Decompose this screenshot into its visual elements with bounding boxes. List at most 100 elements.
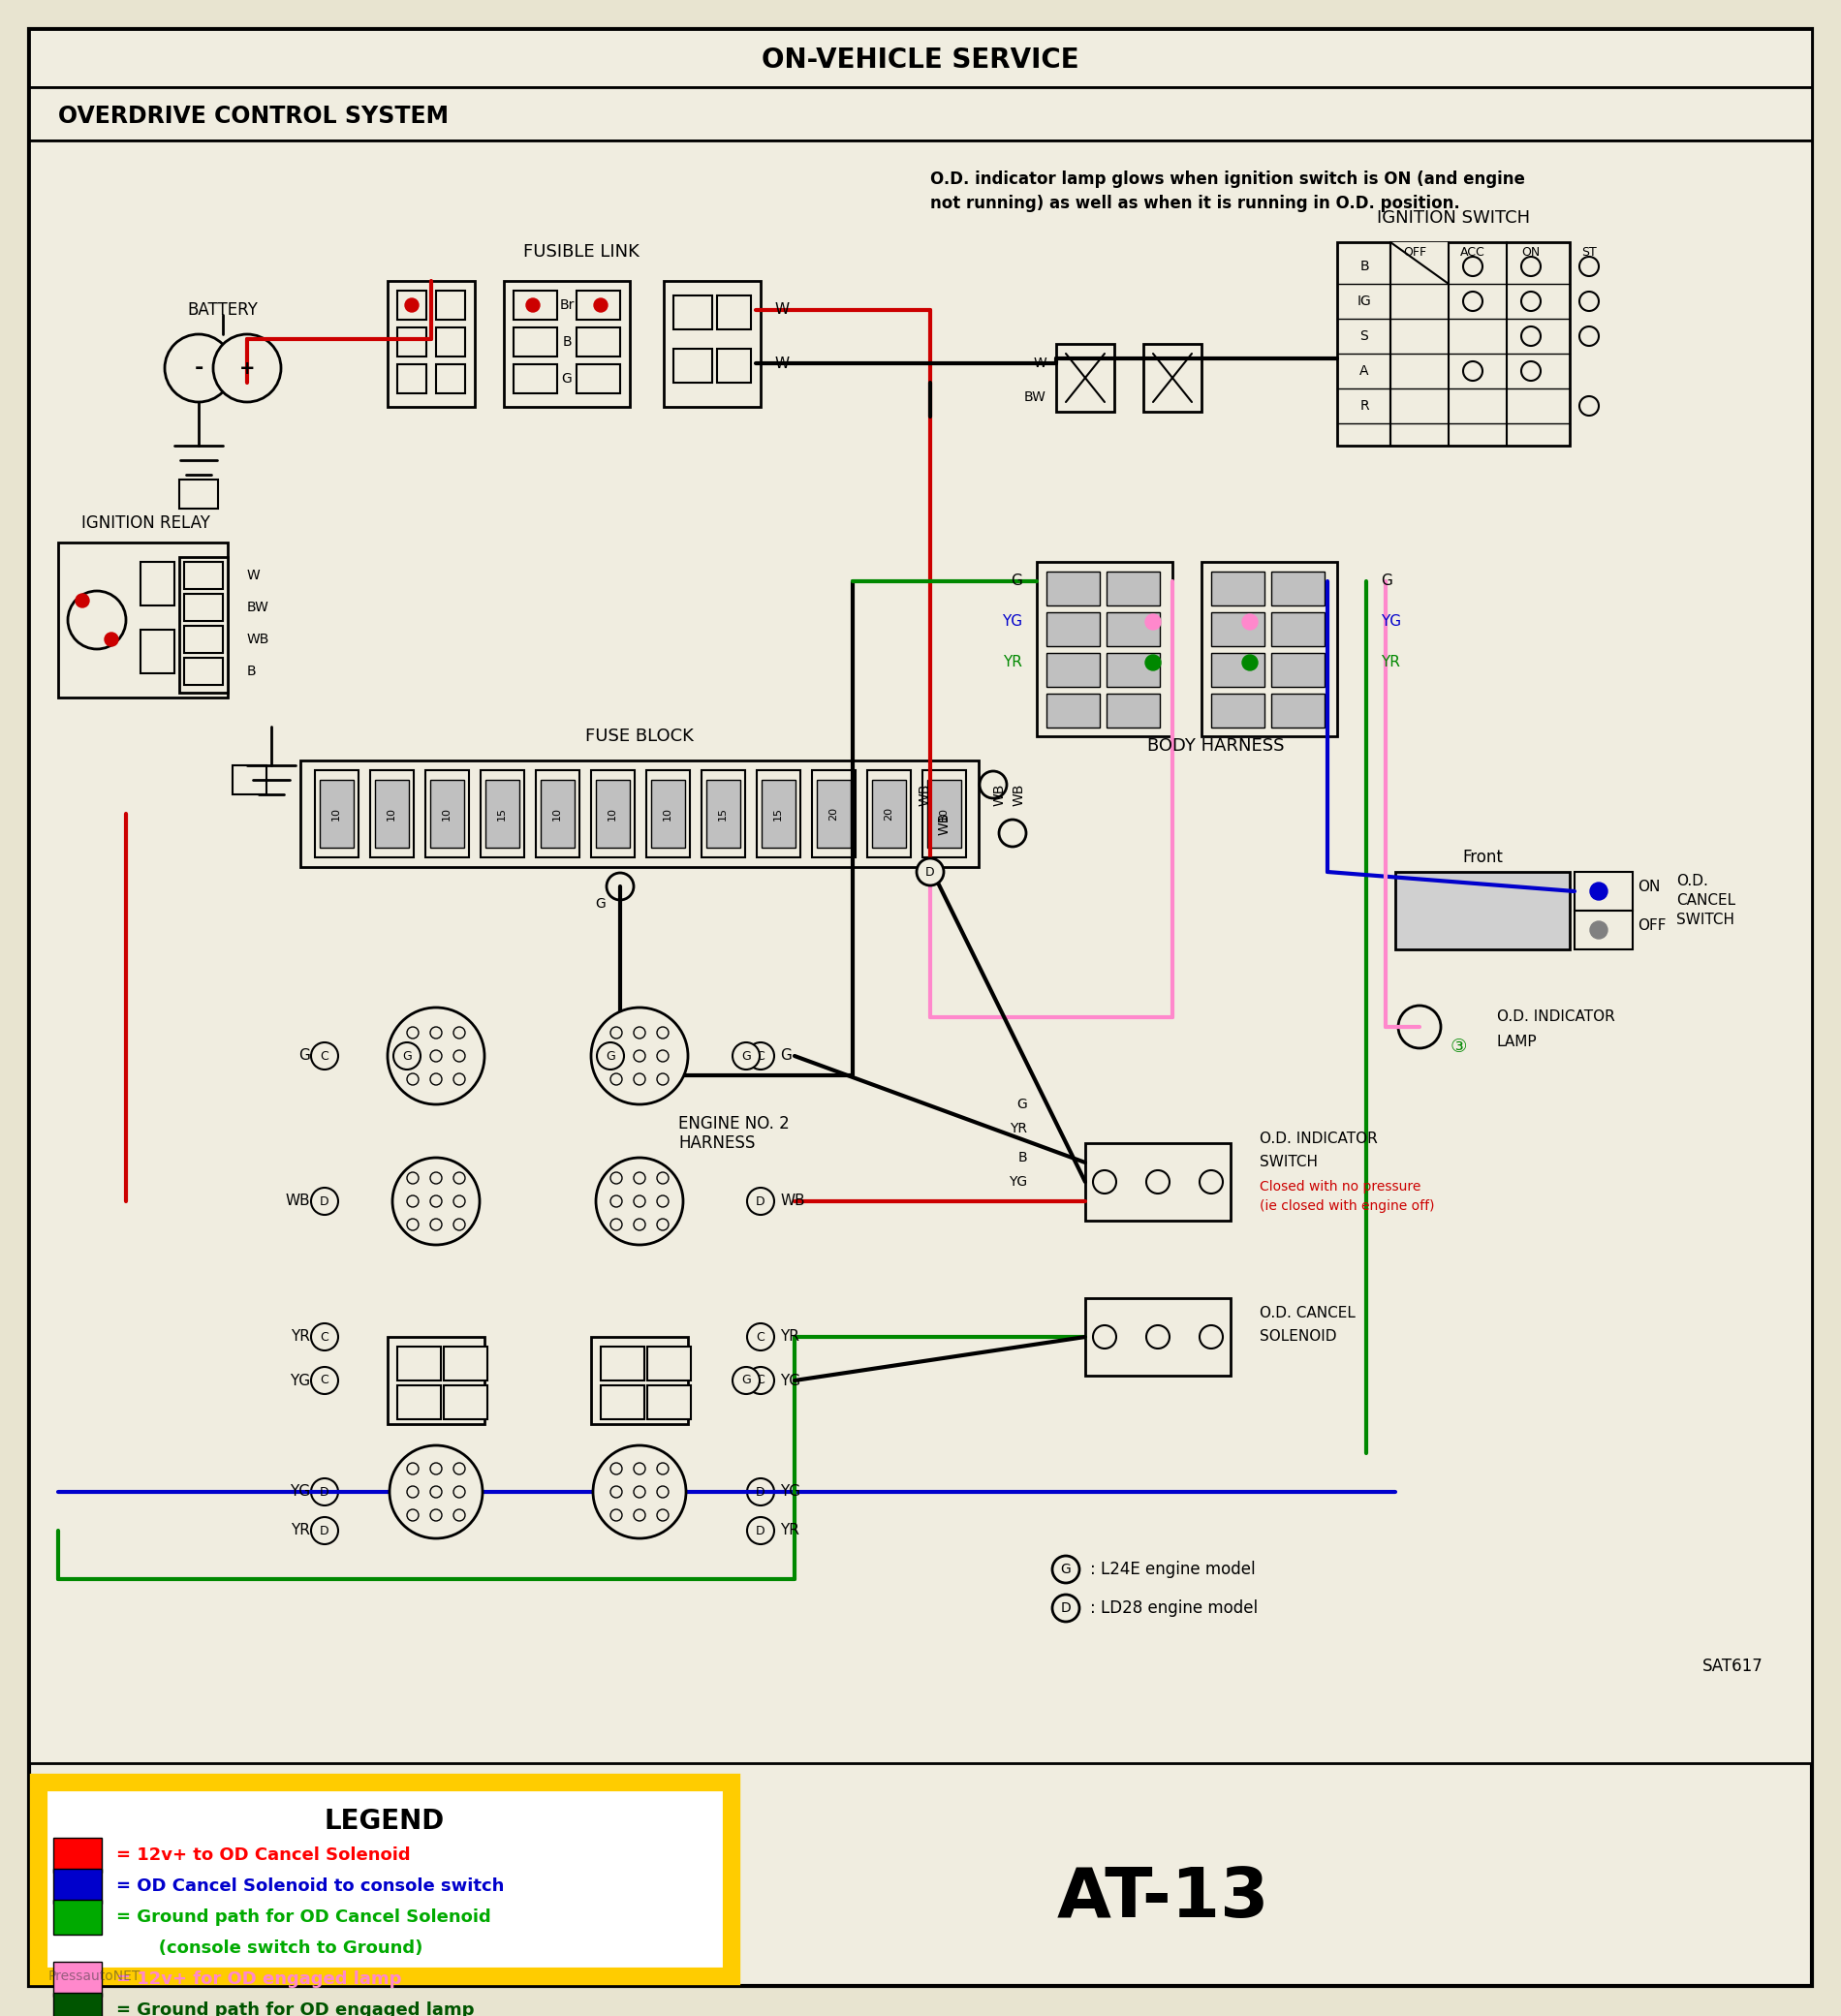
Text: YR: YR [781,1331,799,1345]
Circle shape [431,1171,442,1183]
Circle shape [633,1073,646,1085]
Bar [1211,613,1265,647]
Circle shape [75,595,88,607]
Circle shape [733,1367,760,1393]
Bar [1337,242,1570,446]
Circle shape [633,1464,646,1474]
Text: WB: WB [992,782,1007,806]
Bar [716,296,751,329]
Bar [674,296,712,329]
Text: YG: YG [1009,1175,1027,1189]
Circle shape [593,1445,687,1538]
Circle shape [392,1157,481,1244]
Circle shape [747,1322,775,1351]
Circle shape [657,1195,668,1208]
Circle shape [747,1042,775,1070]
Text: C: C [757,1331,764,1343]
Bar [140,629,175,673]
Circle shape [611,1195,622,1208]
Text: ③: ③ [1451,1036,1467,1056]
Circle shape [733,1042,760,1070]
Text: D: D [320,1524,330,1536]
Text: Closed with no pressure: Closed with no pressure [1259,1179,1421,1193]
Circle shape [407,1486,418,1498]
Circle shape [1521,256,1541,276]
Circle shape [311,1367,339,1393]
Circle shape [311,1322,339,1351]
Bar [398,1347,440,1381]
Text: = Ground path for OD engaged lamp: = Ground path for OD engaged lamp [116,2002,475,2016]
Circle shape [453,1171,466,1183]
Text: ACC: ACC [1460,246,1486,258]
Text: 10: 10 [939,806,948,821]
Text: SWITCH: SWITCH [1677,913,1734,927]
Text: G: G [1011,575,1022,589]
Text: 10: 10 [552,806,562,821]
Bar [315,770,359,857]
Text: FUSIBLE LINK: FUSIBLE LINK [523,244,639,260]
Bar [53,1992,101,2016]
Text: B: B [1360,260,1370,274]
Circle shape [633,1026,646,1038]
Circle shape [1580,292,1598,310]
Circle shape [431,1510,442,1520]
Circle shape [979,772,1007,798]
Circle shape [1464,292,1482,310]
Circle shape [431,1220,442,1230]
Text: C: C [320,1050,330,1062]
Text: W: W [247,569,260,583]
Bar [232,766,267,794]
Bar [652,780,685,847]
Bar [600,1347,644,1381]
Text: : LD28 engine model: : LD28 engine model [1090,1599,1257,1617]
Circle shape [214,335,282,401]
Circle shape [164,335,232,401]
Text: O.D.: O.D. [1677,875,1708,889]
Text: 10: 10 [442,806,451,821]
Circle shape [407,1195,418,1208]
Bar [1211,653,1265,687]
Text: not running) as well as when it is running in O.D. position.: not running) as well as when it is runni… [930,196,1460,212]
Text: IG: IG [1357,294,1372,308]
Text: -: - [193,359,203,377]
Text: C: C [757,1050,764,1062]
Bar [29,28,1812,87]
Text: C: C [757,1375,764,1387]
Bar [812,770,856,857]
Circle shape [657,1026,668,1038]
Bar [1057,345,1114,411]
Text: BW: BW [1024,391,1046,403]
Circle shape [311,1518,339,1544]
Bar [1390,242,1449,284]
Bar [716,349,751,383]
Text: YR: YR [291,1331,309,1345]
Circle shape [917,859,944,885]
Bar [444,1347,488,1381]
Circle shape [633,1220,646,1230]
Text: IGNITION SWITCH: IGNITION SWITCH [1377,210,1530,226]
Circle shape [453,1073,466,1085]
Circle shape [606,873,633,899]
Bar [867,770,911,857]
Bar [541,780,574,847]
Circle shape [747,1478,775,1506]
Text: 10: 10 [331,806,341,821]
Circle shape [431,1464,442,1474]
Bar [486,780,519,847]
Circle shape [1243,655,1257,671]
Text: ENGINE NO. 2
HARNESS: ENGINE NO. 2 HARNESS [677,1115,790,1153]
Text: D: D [320,1195,330,1208]
Bar [184,562,223,589]
Bar [591,1337,689,1423]
Text: = Ground path for OD Cancel Solenoid: = Ground path for OD Cancel Solenoid [116,1909,492,1925]
Circle shape [407,1026,418,1038]
Text: 10: 10 [663,806,672,821]
Circle shape [527,298,539,312]
Bar [53,1962,101,1996]
Circle shape [311,1478,339,1506]
Bar [757,770,801,857]
Circle shape [1397,1006,1442,1048]
Text: 15: 15 [718,806,727,821]
Text: D: D [320,1486,330,1498]
Text: LAMP: LAMP [1497,1034,1537,1048]
